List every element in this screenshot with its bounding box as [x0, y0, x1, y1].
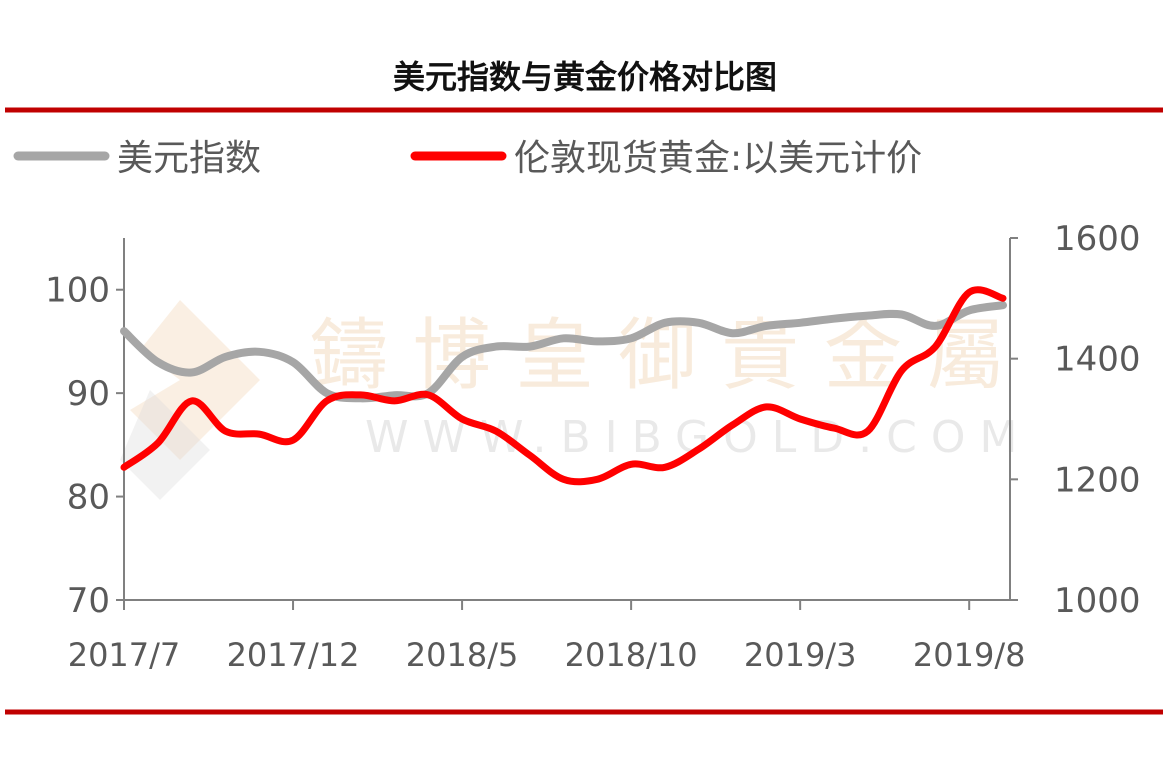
x-axis-tick-label: 2018/5 — [406, 636, 519, 674]
series-line-dollar-index — [120, 301, 1007, 403]
right-axis-tick-label: 1400 — [1054, 340, 1141, 380]
x-axis-tick-label: 2019/8 — [913, 636, 1026, 674]
watermark-logo-shape-2 — [120, 390, 210, 500]
x-axis-tick-label: 2017/12 — [227, 636, 360, 674]
right-axis-tick-label: 1600 — [1054, 219, 1141, 259]
right-axis: 1000 1200 1400 1600 — [1009, 219, 1141, 621]
left-axis-tick-label: 90 — [67, 374, 110, 414]
x-axis-tick-label: 2019/3 — [744, 636, 857, 674]
legend: 美元指数 伦敦现货黄金:以美元计价 — [13, 138, 922, 179]
watermark: 鑄 博 皇 御 貴 金 屬 WWW.BIBGOLD.COM — [120, 300, 1017, 500]
left-axis-tick-label: 70 — [67, 581, 110, 621]
legend-label-gold: 伦敦现货黄金:以美元计价 — [514, 138, 922, 179]
watermark-logo-shape — [130, 300, 260, 460]
left-axis: 70 80 90 100 — [45, 238, 125, 621]
left-axis-tick-label: 80 — [67, 478, 110, 518]
right-axis-tick-label: 1000 — [1054, 581, 1141, 621]
x-axis-tick-label: 2017/7 — [68, 636, 181, 674]
legend-label-dxy: 美元指数 — [117, 138, 261, 179]
series-line-gold-price — [120, 286, 1007, 486]
chart-title: 美元指数与黄金价格对比图 — [393, 58, 777, 96]
left-axis-tick-label: 100 — [45, 271, 110, 311]
series-layer — [120, 286, 1007, 486]
right-axis-tick-label: 1200 — [1054, 460, 1141, 500]
x-axis: 2017/7 2017/12 2018/5 2018/10 2019/3 2019/8 — [68, 599, 1026, 674]
x-axis-tick-label: 2018/10 — [565, 636, 698, 674]
